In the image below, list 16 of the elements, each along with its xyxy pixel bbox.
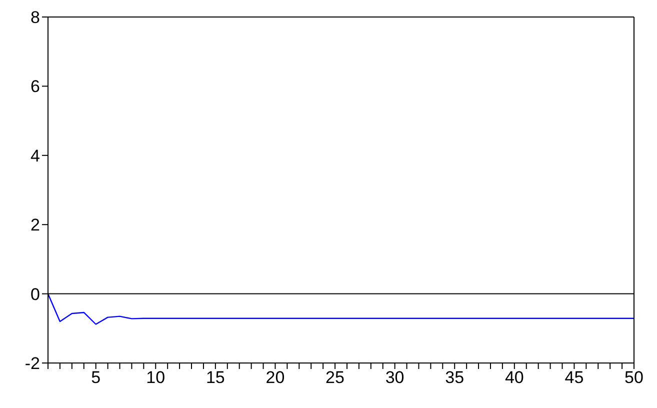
x-tick-label: 10 xyxy=(146,368,166,388)
x-tick-label: 25 xyxy=(326,368,344,388)
y-tick-label: -2 xyxy=(24,354,40,374)
x-tick-label: 5 xyxy=(91,368,101,388)
x-tick-label: 35 xyxy=(445,368,464,388)
x-tick-label: 15 xyxy=(206,368,225,388)
x-tick-label: 40 xyxy=(504,368,524,388)
x-tick-label: 45 xyxy=(564,368,584,388)
x-tick-label: 50 xyxy=(624,368,644,388)
y-tick-label: 2 xyxy=(30,216,40,235)
y-tick-label: 8 xyxy=(30,8,40,28)
y-tick-label: 0 xyxy=(30,284,40,304)
y-tick-label: 4 xyxy=(30,146,40,166)
x-tick-label: 20 xyxy=(266,368,285,388)
y-tick-label: 6 xyxy=(30,77,40,96)
x-tick-label: 30 xyxy=(385,368,404,388)
